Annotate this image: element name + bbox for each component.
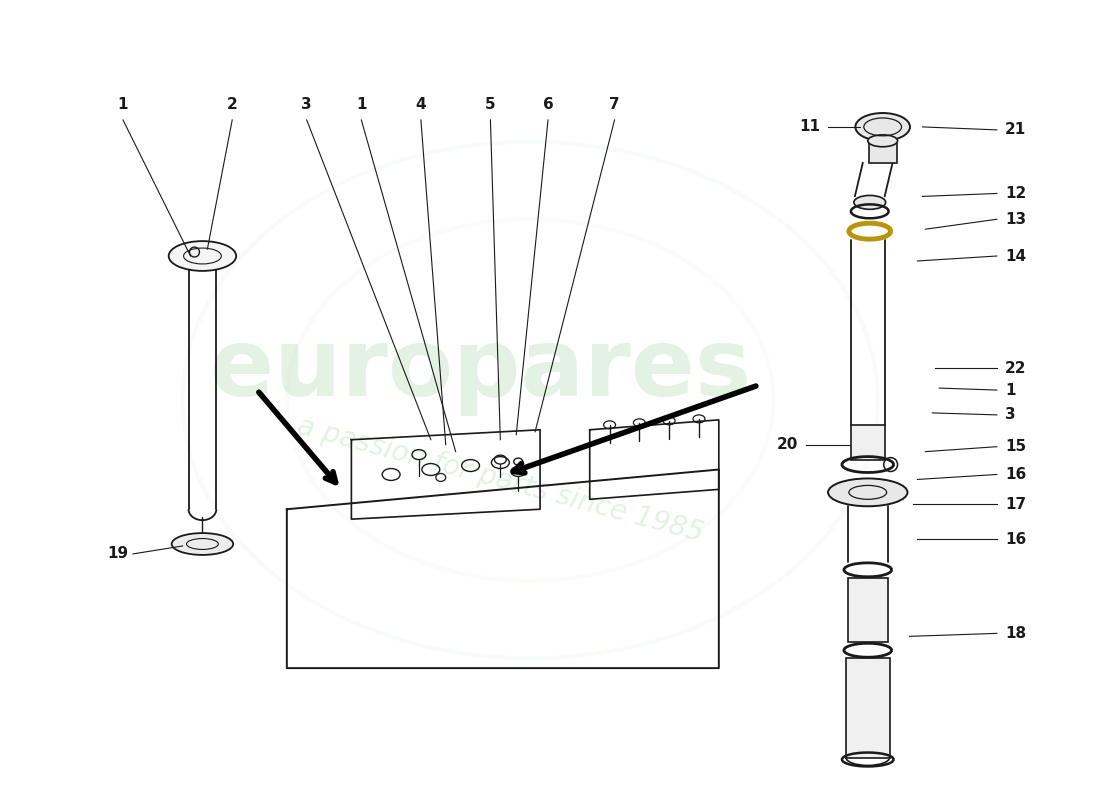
Text: 16: 16 bbox=[1004, 531, 1026, 546]
Text: europares: europares bbox=[210, 324, 751, 416]
Ellipse shape bbox=[868, 135, 898, 146]
Text: a passion for parts since 1985: a passion for parts since 1985 bbox=[294, 412, 706, 547]
Text: 5: 5 bbox=[485, 97, 496, 112]
Text: 18: 18 bbox=[1004, 626, 1026, 641]
Text: 15: 15 bbox=[1004, 439, 1026, 454]
Text: 6: 6 bbox=[542, 97, 553, 112]
Ellipse shape bbox=[856, 113, 910, 141]
Text: 11: 11 bbox=[799, 119, 821, 134]
Bar bbox=[869, 141, 896, 162]
Bar bbox=[846, 658, 890, 758]
Text: 17: 17 bbox=[1004, 497, 1026, 512]
Text: 2: 2 bbox=[227, 97, 238, 112]
Text: 3: 3 bbox=[1004, 407, 1015, 422]
Bar bbox=[851, 425, 884, 459]
Text: 12: 12 bbox=[1004, 186, 1026, 201]
Ellipse shape bbox=[168, 241, 236, 271]
Text: 16: 16 bbox=[1004, 467, 1026, 482]
Ellipse shape bbox=[828, 478, 907, 506]
Bar bbox=[848, 578, 888, 642]
Text: 1: 1 bbox=[356, 97, 366, 112]
Ellipse shape bbox=[854, 195, 886, 210]
Text: 19: 19 bbox=[108, 546, 129, 562]
Ellipse shape bbox=[172, 533, 233, 555]
Text: 13: 13 bbox=[1004, 212, 1026, 226]
Text: 14: 14 bbox=[1004, 249, 1026, 263]
Text: 1: 1 bbox=[1004, 382, 1015, 398]
Text: 1: 1 bbox=[118, 97, 129, 112]
Text: 7: 7 bbox=[609, 97, 620, 112]
Text: 22: 22 bbox=[1004, 361, 1026, 376]
Text: 3: 3 bbox=[301, 97, 312, 112]
Text: 21: 21 bbox=[1004, 122, 1026, 138]
Ellipse shape bbox=[510, 466, 526, 477]
Text: 20: 20 bbox=[777, 437, 799, 452]
Text: 4: 4 bbox=[416, 97, 426, 112]
